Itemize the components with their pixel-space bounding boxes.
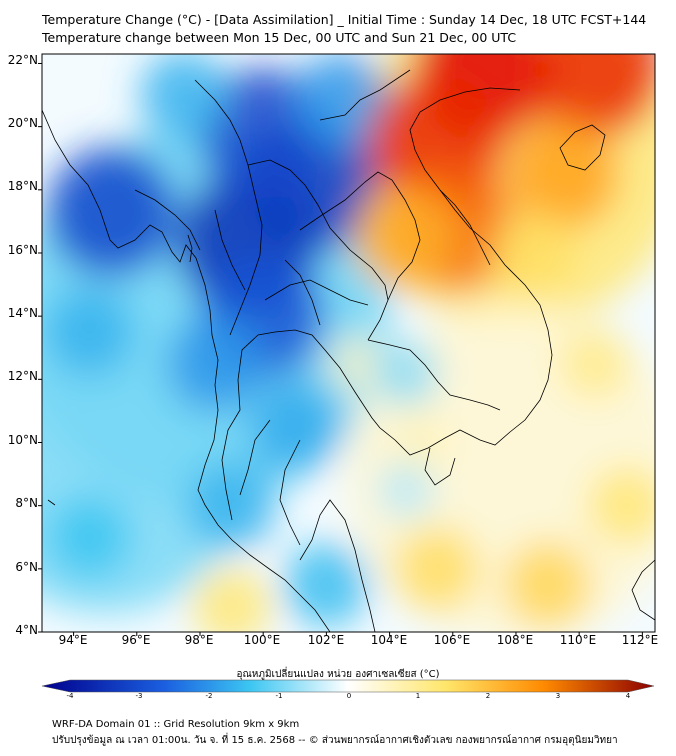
lon-tick-label: 94°E [58,633,88,647]
warming-area [192,567,271,632]
warming-area [391,412,451,473]
lat-tick-label: 12°N [7,369,38,383]
colorbar-tick: -3 [135,692,143,700]
warming-area [489,210,575,296]
lat-tick-label: 14°N [7,306,38,320]
warming-area [558,327,631,400]
lon-tick-label: 112°E [621,633,659,647]
lon-tick-label: 100°E [243,633,281,647]
lon-tick-label: 110°E [559,633,597,647]
lat-tick-label: 22°N [7,53,38,67]
cooling-area [377,461,434,518]
colorbar-label: อุณหภูมิเปลี่ยนแปลง หน่วย องศาเซลเซียส (… [236,669,440,680]
lon-tick-label: 106°E [433,633,471,647]
temperature-field [42,54,655,632]
cooling-area [249,381,341,473]
lat-tick-label: 10°N [7,433,38,447]
cooling-area [283,542,369,628]
warming-area [508,118,619,230]
colorbar-tick: 4 [625,692,631,700]
lon-tick-label: 104°E [370,633,408,647]
lon-tick-label: 102°E [307,633,345,647]
cooling-area [372,340,439,406]
cooling-area [166,314,265,413]
warming-area [329,335,386,392]
lon-tick-label: 108°E [496,633,534,647]
colorbar-tick: -2 [205,692,213,700]
colorbar-tick: -4 [66,692,74,700]
map-subtitle: Temperature change between Mon 15 Dec, 0… [42,30,517,45]
warming-area [503,540,592,629]
colorbar-tick: 3 [555,692,561,700]
colorbar-gradient [41,679,655,693]
warming-area [394,526,480,612]
lat-tick-label: 20°N [7,116,38,130]
footer-model-info: WRF-DA Domain 01 :: Grid Resolution 9km … [52,719,300,730]
colorbar-tick: 1 [415,692,421,700]
colorbar-tick: -1 [275,692,283,700]
colorbar [41,679,655,693]
map-title: Temperature Change (°C) - [Data Assimila… [42,12,647,27]
lat-tick-label: 8°N [15,496,38,510]
cooling-area [293,54,391,151]
lat-tick-label: 16°N [7,243,38,257]
warming-area [353,185,458,290]
colorbar-tick: 2 [485,692,491,700]
coastlines-and-borders [42,69,655,632]
cooling-area [140,54,229,140]
warming-area [526,54,655,138]
lat-tick-label: 18°N [7,179,38,193]
cooling-area [48,496,131,579]
cooling-area [46,147,177,277]
cooling-area [187,461,276,550]
lon-tick-label: 98°E [184,633,214,647]
axis-ticks [38,62,643,636]
map-frame [41,53,656,633]
footer-credit: ปรับปรุงข้อมูล ณ เวลา 01:00น. วัน จ. ที่… [52,735,618,746]
cooling-area [45,287,134,376]
warming-area [587,466,655,545]
lat-tick-label: 4°N [15,623,38,637]
lat-tick-label: 6°N [15,560,38,574]
lon-tick-label: 96°E [121,633,151,647]
colorbar-tick: 0 [346,692,352,700]
